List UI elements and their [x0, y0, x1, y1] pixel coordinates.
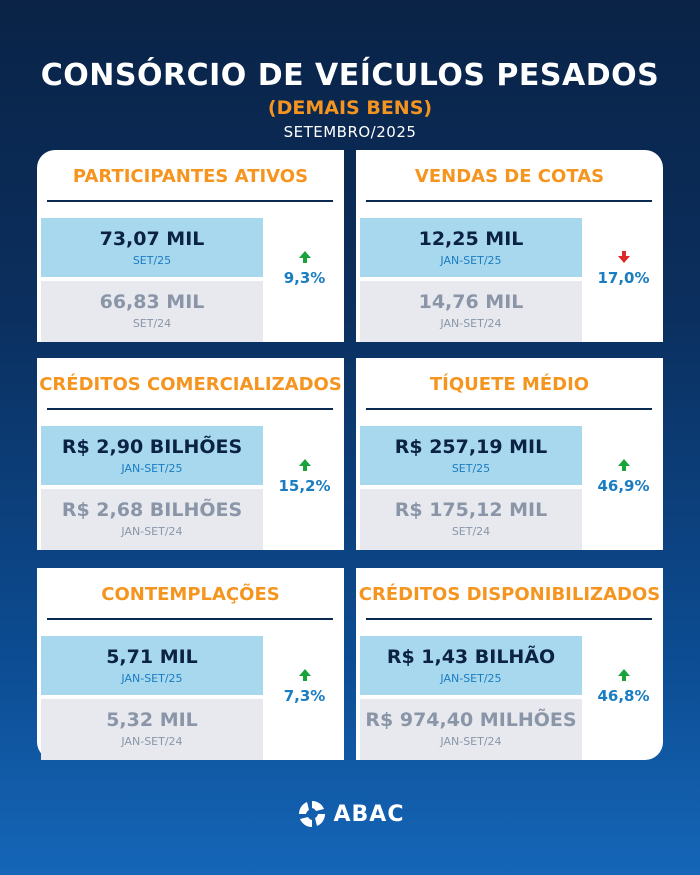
change-percent: 46,8% [597, 687, 650, 705]
card-title: CRÉDITOS COMERCIALIZADOS [39, 374, 342, 395]
arrow-up-icon [298, 251, 311, 263]
card-title: CRÉDITOS DISPONIBILIZADOS [358, 584, 661, 605]
card-title: TÍQUETE MÉDIO [429, 374, 590, 395]
current-period-row: 73,07 MIL SET/25 [41, 218, 263, 277]
change-percent: 15,2% [278, 477, 331, 495]
previous-value: 5,32 MIL [106, 709, 198, 731]
current-period-row: R$ 257,19 MIL SET/25 [360, 426, 582, 485]
card-divider [366, 408, 652, 410]
page-title: CONSÓRCIO DE VEÍCULOS PESADOS [40, 58, 660, 93]
logo-text: ABAC [333, 801, 405, 827]
change-indicator: 15,2% [265, 458, 344, 496]
previous-period-label: SET/24 [132, 317, 172, 330]
card-creditos-disponibilizados: CRÉDITOS DISPONIBILIZADOS R$ 1,43 BILHÃO… [356, 568, 663, 760]
current-value: 73,07 MIL [99, 228, 205, 250]
arrow-up-icon [298, 669, 311, 681]
card-participantes-ativos: PARTICIPANTES ATIVOS 73,07 MIL SET/25 66… [37, 150, 344, 342]
card-tiquete-medio: TÍQUETE MÉDIO R$ 257,19 MIL SET/25 R$ 17… [356, 358, 663, 550]
card-divider [47, 200, 333, 202]
current-period-label: JAN-SET/25 [121, 462, 183, 475]
previous-period-label: SET/24 [451, 525, 491, 538]
current-value: 12,25 MIL [418, 228, 524, 250]
previous-period-label: JAN-SET/24 [440, 317, 502, 330]
previous-period-label: JAN-SET/24 [121, 735, 183, 748]
header: CONSÓRCIO DE VEÍCULOS PESADOS (DEMAIS BE… [0, 58, 700, 142]
footer: ABAC [0, 798, 700, 834]
abac-logo: ABAC [296, 798, 405, 830]
current-period-label: SET/25 [132, 254, 172, 267]
previous-period-row: 66,83 MIL SET/24 [41, 281, 263, 342]
previous-value: R$ 2,68 BILHÕES [61, 499, 243, 521]
card-creditos-comercializados: CRÉDITOS COMERCIALIZADOS R$ 2,90 BILHÕES… [37, 358, 344, 550]
arrow-down-icon [617, 251, 630, 263]
previous-value: R$ 974,40 MILHÕES [365, 709, 577, 731]
card-divider [47, 408, 333, 410]
current-value: 5,71 MIL [106, 646, 198, 668]
card-title: VENDAS DE COTAS [414, 166, 605, 187]
change-percent: 46,9% [597, 477, 650, 495]
change-percent: 7,3% [283, 687, 326, 705]
current-period-row: R$ 1,43 BILHÃO JAN-SET/25 [360, 636, 582, 695]
card-divider [366, 200, 652, 202]
page-subtitle: (DEMAIS BENS) [267, 97, 433, 119]
card-divider [47, 618, 333, 620]
change-indicator: 46,9% [584, 458, 663, 496]
current-period-label: SET/25 [451, 462, 491, 475]
change-indicator: 46,8% [584, 668, 663, 706]
card-contemplacoes: CONTEMPLAÇÕES 5,71 MIL JAN-SET/25 5,32 M… [37, 568, 344, 760]
current-value: R$ 257,19 MIL [394, 436, 548, 458]
change-indicator: 9,3% [265, 250, 344, 288]
change-indicator: 7,3% [265, 668, 344, 706]
current-period-row: R$ 2,90 BILHÕES JAN-SET/25 [41, 426, 263, 485]
current-value: R$ 2,90 BILHÕES [61, 436, 243, 458]
change-indicator: 17,0% [584, 250, 663, 288]
arrow-up-icon [298, 459, 311, 471]
card-vendas-de-cotas: VENDAS DE COTAS 12,25 MIL JAN-SET/25 14,… [356, 150, 663, 342]
abac-logo-icon [298, 801, 325, 827]
current-value: R$ 1,43 BILHÃO [386, 646, 556, 668]
arrow-up-icon [617, 459, 630, 471]
previous-period-label: JAN-SET/24 [121, 525, 183, 538]
card-title: PARTICIPANTES ATIVOS [72, 166, 309, 187]
previous-period-row: R$ 175,12 MIL SET/24 [360, 489, 582, 550]
current-period-label: JAN-SET/25 [440, 672, 502, 685]
previous-value: R$ 175,12 MIL [394, 499, 548, 521]
card-title: CONTEMPLAÇÕES [101, 584, 280, 605]
previous-period-label: JAN-SET/24 [440, 735, 502, 748]
current-period-row: 12,25 MIL JAN-SET/25 [360, 218, 582, 277]
change-percent: 9,3% [283, 269, 326, 287]
previous-period-row: R$ 974,40 MILHÕES JAN-SET/24 [360, 699, 582, 760]
previous-value: 66,83 MIL [99, 291, 205, 313]
arrow-up-icon [617, 669, 630, 681]
current-period-label: JAN-SET/25 [121, 672, 183, 685]
previous-period-row: R$ 2,68 BILHÕES JAN-SET/24 [41, 489, 263, 550]
previous-period-row: 5,32 MIL JAN-SET/24 [41, 699, 263, 760]
card-divider [366, 618, 652, 620]
current-period-label: JAN-SET/25 [440, 254, 502, 267]
change-percent: 17,0% [597, 269, 650, 287]
previous-period-row: 14,76 MIL JAN-SET/24 [360, 281, 582, 342]
period-label: SETEMBRO/2025 [283, 123, 417, 141]
current-period-row: 5,71 MIL JAN-SET/25 [41, 636, 263, 695]
previous-value: 14,76 MIL [418, 291, 524, 313]
